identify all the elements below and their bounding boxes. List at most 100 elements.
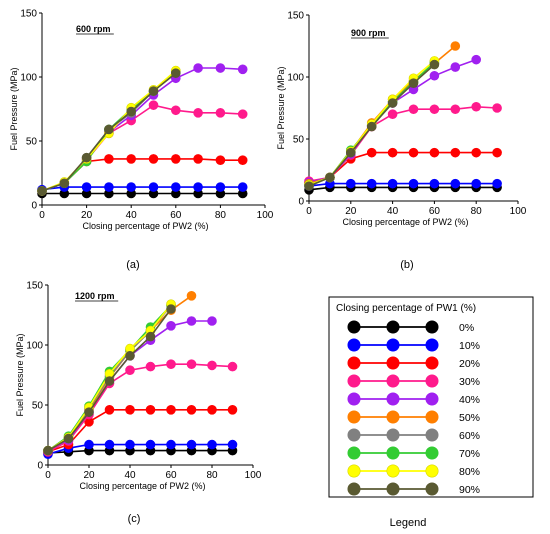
legend-marker bbox=[386, 374, 400, 388]
data-point bbox=[104, 154, 114, 164]
y-axis-label: Fuel Pressure (MPa) bbox=[276, 66, 286, 149]
data-point bbox=[63, 433, 74, 444]
data-point bbox=[166, 439, 176, 450]
data-point bbox=[81, 152, 92, 163]
series-line bbox=[41, 186, 243, 191]
data-point bbox=[84, 407, 94, 418]
legend-entry: 90% bbox=[347, 482, 480, 496]
series-40pct bbox=[304, 54, 482, 188]
x-tick-label: 0 bbox=[306, 206, 312, 217]
series-90pct bbox=[304, 59, 440, 191]
data-point bbox=[450, 62, 461, 72]
data-point bbox=[227, 404, 238, 415]
x-tick-label: 0 bbox=[39, 210, 45, 221]
data-point bbox=[125, 439, 135, 450]
panel-caption: (a) bbox=[126, 259, 139, 271]
legend-marker bbox=[425, 446, 439, 460]
data-point bbox=[429, 104, 440, 115]
data-point bbox=[125, 404, 135, 415]
data-point bbox=[37, 186, 47, 196]
data-point bbox=[325, 172, 335, 183]
data-point bbox=[387, 147, 398, 158]
data-point bbox=[207, 439, 217, 450]
data-point bbox=[215, 182, 226, 192]
series-10pct bbox=[37, 182, 248, 195]
x-tick-label: 60 bbox=[429, 206, 441, 217]
legend-entry: 70% bbox=[347, 446, 480, 460]
legend: Closing percentage of PW1 (%) 0% 10% 20% 30%… bbox=[328, 296, 534, 498]
data-point bbox=[125, 365, 135, 376]
data-point bbox=[429, 147, 440, 158]
y-tick-label: 150 bbox=[20, 9, 37, 20]
legend-marker bbox=[425, 338, 439, 352]
data-point bbox=[304, 181, 314, 191]
legend-marker bbox=[425, 410, 439, 424]
data-point bbox=[387, 98, 398, 108]
data-point bbox=[215, 63, 226, 73]
data-point bbox=[471, 101, 482, 112]
data-point bbox=[186, 290, 197, 301]
legend-label: 0% bbox=[459, 322, 474, 334]
data-point bbox=[408, 78, 419, 88]
legend-label: 40% bbox=[459, 394, 480, 406]
legend-marker bbox=[425, 482, 439, 496]
legend-marker bbox=[347, 374, 361, 388]
legend-entry: 60% bbox=[347, 428, 480, 442]
data-point bbox=[171, 182, 181, 192]
series-line bbox=[47, 295, 192, 452]
legend-label: 10% bbox=[459, 340, 480, 352]
data-point bbox=[193, 108, 203, 118]
x-tick-label: 80 bbox=[471, 206, 483, 217]
legend-marker bbox=[386, 356, 400, 370]
data-point bbox=[193, 63, 203, 73]
y-tick-label: 50 bbox=[26, 137, 38, 148]
data-point bbox=[186, 404, 197, 415]
data-point bbox=[104, 404, 115, 415]
data-point bbox=[126, 154, 136, 164]
legend-marker bbox=[386, 320, 400, 334]
y-axis-label: Fuel Pressure (MPa) bbox=[15, 333, 25, 416]
y-tick-label: 0 bbox=[31, 201, 37, 212]
legend-title: Closing percentage of PW1 (%) bbox=[336, 303, 476, 314]
series-line bbox=[41, 104, 243, 192]
legend-marker bbox=[386, 338, 400, 352]
data-point bbox=[207, 360, 217, 371]
data-point bbox=[450, 104, 461, 115]
x-axis-label: Closing percentage of PW2 (%) bbox=[79, 481, 205, 491]
series-line bbox=[308, 186, 498, 191]
panel-caption: (c) bbox=[128, 513, 141, 525]
legend-marker bbox=[347, 482, 361, 496]
data-point bbox=[366, 121, 377, 132]
series-20pct bbox=[37, 154, 248, 196]
legend-marker bbox=[386, 446, 400, 460]
data-point bbox=[145, 361, 156, 372]
legend-entry: 20% bbox=[347, 356, 480, 370]
data-point bbox=[145, 404, 156, 415]
data-point bbox=[145, 331, 156, 342]
y-tick-label: 50 bbox=[32, 401, 44, 412]
y-tick-label: 150 bbox=[26, 281, 43, 292]
x-tick-label: 80 bbox=[215, 210, 227, 221]
series-line bbox=[41, 67, 243, 192]
data-point bbox=[104, 124, 114, 135]
data-point bbox=[186, 359, 197, 370]
data-point bbox=[215, 155, 226, 165]
panel-caption: (b) bbox=[400, 259, 413, 271]
series-line bbox=[308, 58, 477, 184]
data-point bbox=[148, 182, 159, 192]
data-point bbox=[186, 439, 197, 450]
data-point bbox=[125, 350, 135, 361]
legend-marker bbox=[425, 356, 439, 370]
data-point bbox=[345, 178, 356, 189]
x-tick-label: 80 bbox=[206, 470, 218, 481]
data-point bbox=[408, 104, 419, 115]
data-point bbox=[366, 178, 377, 189]
data-point bbox=[104, 376, 115, 386]
y-tick-label: 0 bbox=[298, 197, 304, 208]
data-point bbox=[429, 70, 440, 81]
data-point bbox=[148, 86, 159, 96]
legend-entry: 30% bbox=[347, 374, 480, 388]
data-point bbox=[81, 182, 92, 192]
data-point bbox=[126, 106, 136, 117]
data-point bbox=[171, 154, 181, 164]
